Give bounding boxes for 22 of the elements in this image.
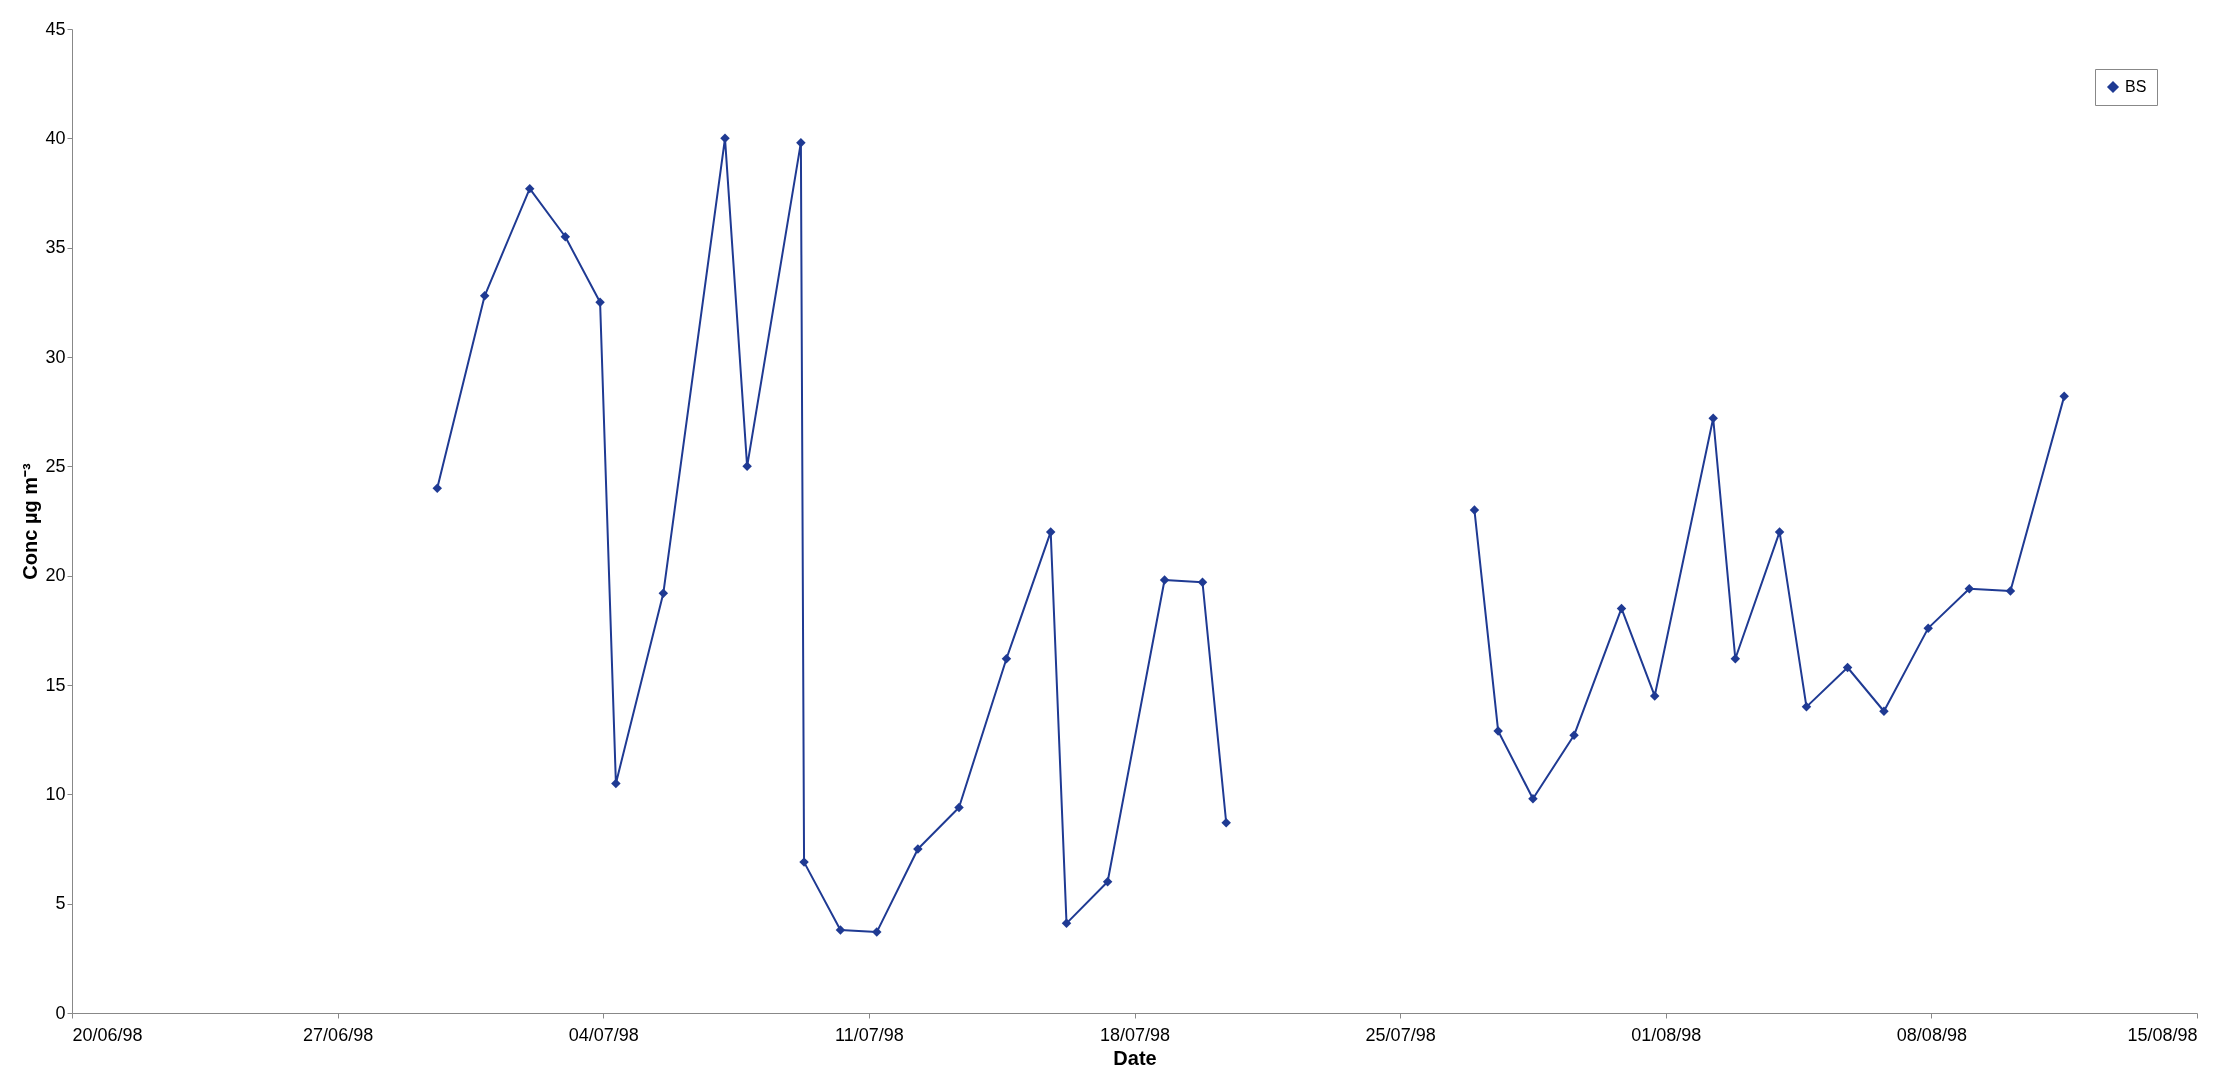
y-tick-label: 20 [45, 565, 66, 586]
y-tick-label: 45 [45, 18, 66, 39]
legend-label: BS [2125, 78, 2147, 95]
x-axis-title: Date [1113, 1046, 1157, 1069]
y-tick-label: 15 [45, 674, 66, 695]
y-axis-title: Conc µg m⁻³ [19, 463, 42, 580]
y-tick-label: 30 [45, 346, 66, 367]
y-tick-label: 0 [55, 1002, 66, 1023]
x-tick-label: 20/06/98 [72, 1024, 143, 1045]
y-tick-label: 25 [45, 455, 66, 476]
x-tick-label: 04/07/98 [568, 1024, 639, 1045]
x-tick-label: 15/08/98 [2127, 1024, 2198, 1045]
x-tick-label: 18/07/98 [1099, 1024, 1171, 1045]
y-tick-label: 40 [45, 127, 66, 148]
x-tick-label: 01/08/98 [1631, 1024, 1702, 1045]
x-tick-label: 08/08/98 [1896, 1024, 1967, 1045]
y-tick-label: 10 [45, 783, 66, 804]
x-tick-label: 27/06/98 [303, 1024, 374, 1045]
x-tick-label: 25/07/98 [1365, 1024, 1436, 1045]
y-tick-label: 35 [45, 237, 66, 258]
x-tick-label: 11/07/98 [835, 1024, 904, 1045]
y-tick-label: 5 [55, 893, 66, 914]
